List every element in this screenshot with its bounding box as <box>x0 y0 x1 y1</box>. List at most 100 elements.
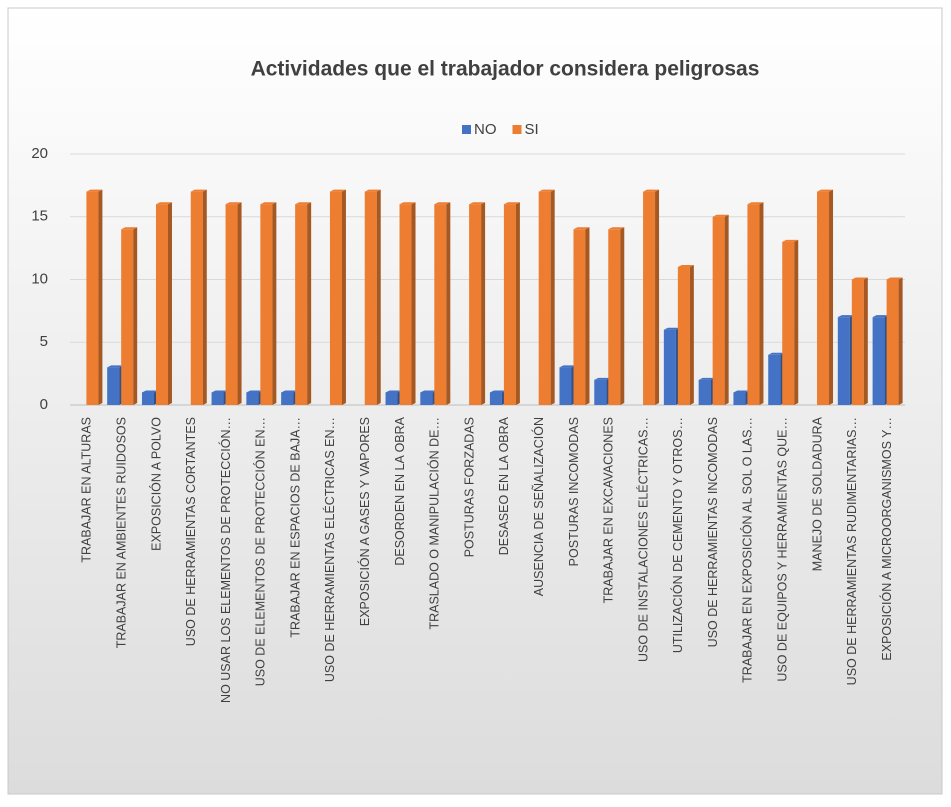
bar-side <box>237 202 242 405</box>
bar-top <box>768 352 785 355</box>
bar-top <box>663 327 680 330</box>
y-tick-label: 20 <box>31 145 48 162</box>
bar-side <box>133 227 138 405</box>
bar <box>677 264 694 405</box>
bar-top <box>385 390 402 393</box>
bar-front <box>837 317 850 405</box>
bar-front <box>872 317 885 405</box>
bar-front <box>538 191 551 405</box>
bar <box>211 390 228 405</box>
x-tick-label: USO DE EQUIPOS Y HERRAMIENTAS QUE… <box>776 417 790 682</box>
bar-side <box>481 202 486 405</box>
bar <box>86 189 103 405</box>
bar-top <box>329 189 346 192</box>
bar <box>469 202 486 405</box>
bar <box>733 390 750 405</box>
x-tick-label: AUSENCIA DE SEÑALIZACIÓN <box>531 417 546 596</box>
bar <box>295 202 312 405</box>
bar <box>385 390 402 405</box>
x-tick-label: POSTURAS FORZADAS <box>462 417 476 557</box>
bar-side <box>446 202 451 405</box>
bar <box>851 277 868 405</box>
bar-front <box>559 367 572 405</box>
bar-side <box>307 202 312 405</box>
bar-front <box>260 204 273 405</box>
bar-front <box>817 191 830 405</box>
bar-top <box>469 202 486 205</box>
bar-side <box>863 277 868 405</box>
x-tick-label: USO DE HERRAMIENTAS INCOMODAS <box>706 417 720 647</box>
bar-front <box>225 204 238 405</box>
bar <box>329 189 346 405</box>
bar-front <box>768 354 781 405</box>
bar-top <box>211 390 228 393</box>
x-tick-label: TRABAJAR EN AMBIENTES RUIDOSOS <box>114 417 128 648</box>
bar-top <box>434 202 451 205</box>
x-tick-label: USO DE INSTALACIONES ELÉCTRICAS… <box>635 417 650 662</box>
y-tick-label: 5 <box>40 333 48 350</box>
bar-top <box>155 202 172 205</box>
x-tick-label: POSTURAS INCOMODAS <box>567 417 581 566</box>
bar-top <box>677 264 694 267</box>
bar-side <box>724 214 729 405</box>
bar <box>434 202 451 405</box>
bar-side <box>202 189 207 405</box>
x-tick-label: UTILIZACIÓN DE CEMENTO Y OTROS… <box>670 417 685 653</box>
bar-top <box>281 390 298 393</box>
x-tick-label: USO DE ELEMENTOS DE PROTECCIÓN EN… <box>253 417 268 686</box>
bar <box>747 202 764 405</box>
bar-side <box>515 202 520 405</box>
bar <box>399 202 416 405</box>
bar-front <box>782 241 795 405</box>
bar-front <box>329 191 342 405</box>
x-tick-label: TRASLADO O MANIPULACIÓN DE… <box>427 417 442 630</box>
bar-front <box>281 392 294 405</box>
bar <box>420 390 437 405</box>
legend-swatch <box>462 125 471 134</box>
bar <box>573 227 590 405</box>
bar-front <box>886 279 899 405</box>
bar-top <box>837 315 854 318</box>
bar-side <box>898 277 903 405</box>
bar <box>503 202 520 405</box>
bar <box>190 189 207 405</box>
bar <box>608 227 625 405</box>
bar <box>663 327 680 405</box>
bar-top <box>141 390 158 393</box>
bar-top <box>872 315 889 318</box>
bar-front <box>246 392 259 405</box>
bar-front <box>141 392 154 405</box>
x-tick-label: USO DE HERRAMIENTAS CORTANTES <box>184 417 198 646</box>
bar-front <box>712 216 725 405</box>
bar-front <box>663 329 676 405</box>
bar-top <box>225 202 242 205</box>
bar <box>155 202 172 405</box>
bar-front <box>677 266 690 405</box>
bar-front <box>420 392 433 405</box>
bar-front <box>434 204 447 405</box>
bar <box>643 189 660 405</box>
y-tick-label: 10 <box>31 270 48 287</box>
bar-top <box>121 227 138 230</box>
bar-front <box>733 392 746 405</box>
bar-front <box>851 279 864 405</box>
legend: NO SI <box>462 121 539 138</box>
bar <box>260 202 277 405</box>
bar-front <box>573 229 586 405</box>
x-tick-label: TRABAJAR EN ALTURAS <box>80 417 94 563</box>
bar <box>281 390 298 405</box>
bar-top <box>295 202 312 205</box>
bar-top <box>86 189 103 192</box>
legend-swatch <box>512 125 522 134</box>
bar-front <box>86 191 99 405</box>
x-tick-label: TRABAJAR EN ESPACIOS DE BAJA… <box>288 417 302 638</box>
bar <box>246 390 263 405</box>
bar-front <box>155 204 168 405</box>
bar-top <box>559 365 576 368</box>
bar <box>837 315 854 405</box>
bar-top <box>698 377 715 380</box>
bar-top <box>489 390 506 393</box>
bar-top <box>608 227 625 230</box>
bar-front <box>295 204 308 405</box>
bar-side <box>655 189 660 405</box>
